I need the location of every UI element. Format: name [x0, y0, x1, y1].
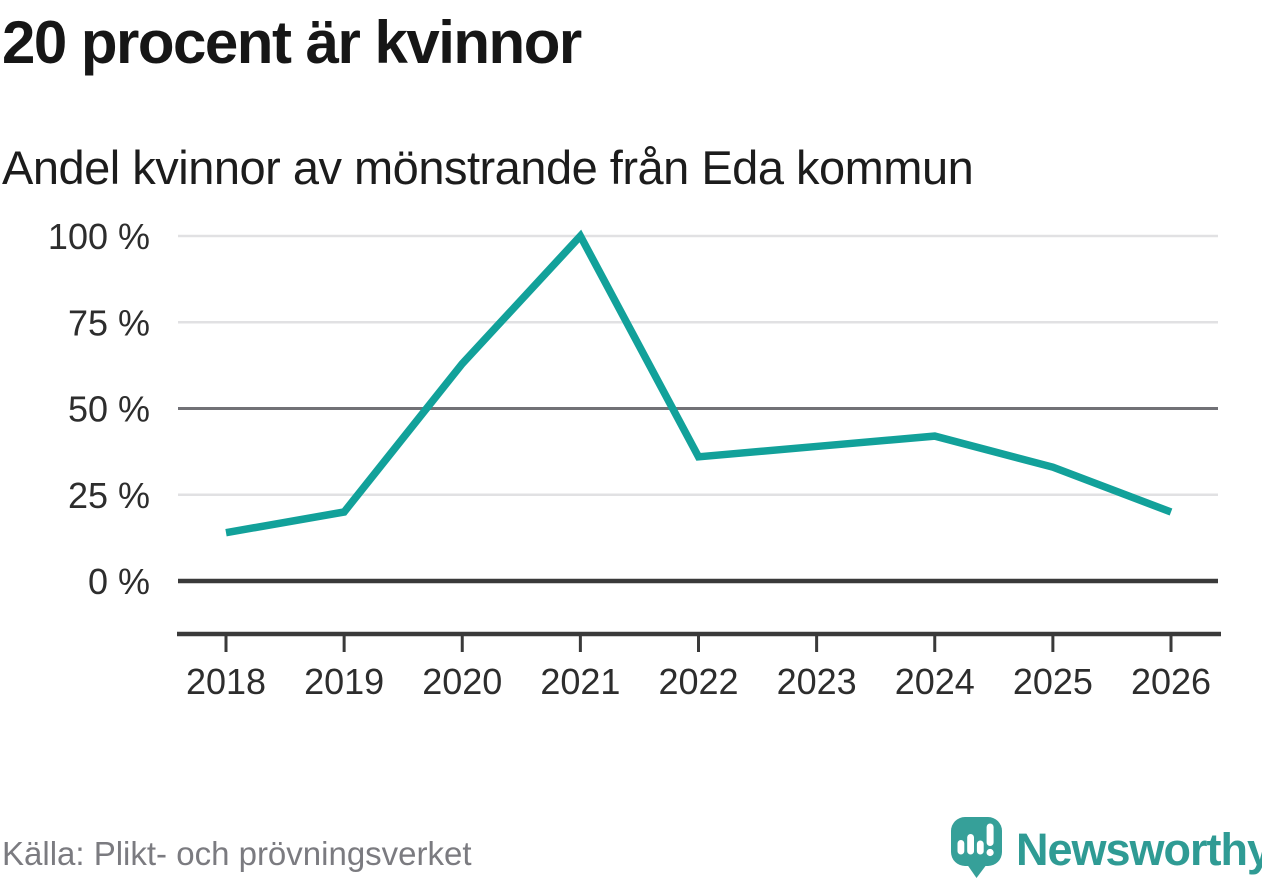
y-tick-label-50: 50 %: [68, 389, 150, 430]
logo-exclamation-dot-icon: [986, 848, 994, 857]
x-tick-label-2019: 2019: [304, 661, 384, 702]
source-note: Källa: Plikt- och prövningsverket: [2, 835, 472, 872]
x-tick-label-2020: 2020: [422, 661, 502, 702]
x-axis-labels: 2018 2019 2020 2021 2022 2023 2024 2025 2026: [186, 661, 1211, 702]
logo-bar-1-icon: [957, 840, 965, 855]
y-tick-label-75: 75 %: [68, 302, 150, 343]
x-tick-label-2018: 2018: [186, 661, 266, 702]
logo-bar-2-icon: [967, 834, 974, 855]
data-line-series-0: [225, 229, 1173, 537]
y-tick-label-0: 0 %: [88, 561, 150, 602]
gridlines: [178, 234, 1218, 584]
x-tick-label-2021: 2021: [540, 661, 620, 702]
speech-bubble-tail: [964, 860, 990, 878]
x-tick-label-2024: 2024: [895, 661, 975, 702]
x-axis: [177, 631, 1221, 652]
data-series: [225, 229, 1173, 537]
logo-exclamation-bar-icon: [986, 823, 994, 846]
logo-bar-3-icon: [976, 840, 984, 855]
x-tick-label-2026: 2026: [1131, 661, 1211, 702]
newsworthy-wordmark: Newsworthy: [1016, 824, 1262, 875]
x-tick-label-2022: 2022: [658, 661, 738, 702]
chart-title: 20 procent är kvinnor: [2, 9, 582, 76]
newsworthy-logo: Newsworthy: [948, 815, 1262, 879]
newsworthy-logo-icon: [951, 817, 1002, 878]
y-axis-labels: 0 % 25 % 50 % 75 % 100 %: [48, 216, 150, 602]
x-tick-label-2023: 2023: [777, 661, 857, 702]
y-tick-label-100: 100 %: [48, 216, 150, 257]
x-tick-label-2025: 2025: [1013, 661, 1093, 702]
chart-subtitle: Andel kvinnor av mönstrande från Eda kom…: [2, 141, 974, 194]
y-tick-label-25: 25 %: [68, 475, 150, 516]
